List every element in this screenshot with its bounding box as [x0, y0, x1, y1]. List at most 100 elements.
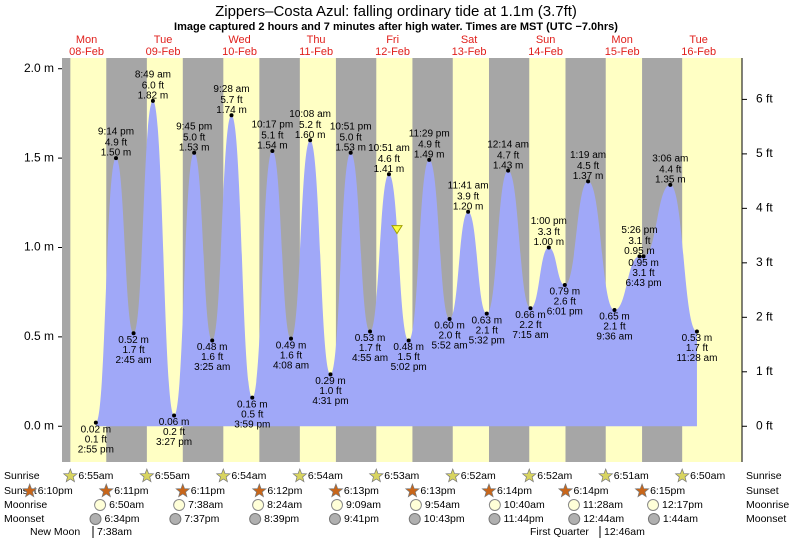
sunset-icon [98, 483, 114, 498]
tide-label: 3:59 pm [234, 419, 270, 430]
low-tide-dot [172, 413, 177, 418]
sunrise-time: 6:55am [78, 470, 113, 482]
tide-label: 0.95 m [624, 246, 655, 257]
sunrise-time: 6:52am [537, 470, 572, 482]
tide-label: 3.1 ft [632, 268, 654, 279]
high-tide-dot [308, 138, 313, 143]
moonset-icon [488, 513, 501, 525]
tide-label: 3.9 ft [457, 191, 479, 202]
y2-tick-label: 3 ft [756, 255, 773, 269]
tide-label: 0.2 ft [163, 427, 185, 438]
y-tick-label: 2.0 m [24, 61, 54, 75]
sunset-time: 6:12pm [267, 485, 302, 497]
high-tide-dot [637, 254, 642, 259]
tide-label: 4.9 ft [418, 140, 440, 151]
moonset-icon [89, 513, 102, 525]
high-tide-dot [386, 172, 391, 177]
moonrise-time: 12:17pm [662, 499, 703, 511]
row-label: Sunrise [4, 470, 40, 482]
tide-label: 11:29 pm [409, 129, 450, 140]
moon-phase: New Moon [30, 526, 80, 538]
tide-label: 0.02 m [81, 424, 112, 435]
tide-label: 1.37 m [573, 171, 604, 182]
tide-label: 4.5 ft [577, 161, 599, 172]
row-label: Moonset [746, 513, 786, 525]
sunset-time: 6:11pm [114, 485, 148, 497]
tide-label: 0.66 m [515, 310, 546, 321]
moonrise-icon [331, 499, 344, 511]
moonset-time: 1:44am [663, 513, 698, 525]
tide-label: 0.1 ft [85, 434, 107, 445]
sunrise-time: 6:55am [155, 470, 190, 482]
chart-subtitle: Image captured 2 hours and 7 minutes aft… [174, 21, 618, 33]
low-tide-dot [562, 283, 567, 288]
day-date: 11-Feb [299, 46, 333, 58]
tide-label: 1:19 am [570, 150, 606, 161]
sunset-time: 6:11pm [191, 485, 225, 497]
y-tick-label: 0.0 m [24, 418, 54, 432]
tide-label: 6.0 ft [142, 81, 164, 92]
day-date: 14-Feb [528, 46, 563, 58]
tide-label: 12:14 am [487, 139, 529, 150]
y-tick-label: 1.0 m [24, 240, 54, 254]
moonrise-icon [173, 499, 186, 511]
tide-label: 3:06 am [652, 154, 688, 165]
low-tide-dot [528, 306, 533, 311]
high-tide-dot [348, 150, 353, 155]
tide-label: 0.5 ft [241, 409, 263, 420]
tide-label: 0.49 m [276, 340, 307, 351]
moonset-icon [408, 513, 421, 525]
tide-label: 3:27 pm [156, 437, 192, 448]
low-tide-dot [328, 372, 333, 377]
tide-label: 8:49 am [135, 70, 171, 81]
tide-label: 1.41 m [374, 164, 405, 175]
tide-label: 2:45 am [116, 355, 152, 366]
low-tide-dot [93, 420, 98, 425]
row-label: Sunset [746, 485, 779, 497]
moonset-time: 12:44am [583, 513, 624, 525]
low-tide-dot [289, 336, 294, 341]
tide-label: 2.0 ft [438, 331, 460, 342]
y2-tick-label: 1 ft [756, 364, 773, 378]
day-name: Tue [689, 34, 708, 46]
day-name: Sun [536, 34, 556, 46]
day-date: 09-Feb [146, 46, 181, 58]
sunrise-icon [139, 468, 155, 483]
low-tide-dot [641, 254, 646, 259]
y2-tick-label: 0 ft [756, 418, 773, 432]
day-name: Mon [611, 34, 632, 46]
tide-label: 4.4 ft [659, 165, 681, 176]
tide-label: 5:52 am [431, 341, 467, 352]
tide-label: 1.43 m [493, 160, 524, 171]
tide-label: 1.6 ft [280, 350, 302, 361]
tide-label: 1.0 ft [319, 386, 341, 397]
tide-label: 2.1 ft [476, 325, 498, 336]
row-label: Moonset [4, 513, 44, 525]
tide-label: 2.1 ft [603, 322, 625, 333]
low-tide-dot [694, 329, 699, 334]
day-name: Mon [76, 34, 97, 46]
tide-label: 5.2 ft [299, 120, 321, 131]
tide-label: 0.95 m [628, 258, 659, 269]
current-tide-marker [391, 225, 403, 235]
high-tide-dot [270, 148, 275, 153]
tide-label: 7:15 am [512, 330, 548, 341]
high-tide-dot [427, 157, 432, 162]
moonrise-icon [409, 499, 422, 511]
tide-label: 11:41 am [448, 180, 489, 191]
tide-label: 6:01 pm [547, 307, 583, 318]
tide-label: 10:08 am [289, 109, 331, 120]
tide-label: 0.79 m [550, 287, 581, 298]
day-date: 08-Feb [69, 46, 104, 58]
tide-label: 0.48 m [197, 342, 228, 353]
moonrise-icon [647, 499, 660, 511]
moonrise-time: 9:54am [425, 499, 460, 511]
day-date: 12-Feb [375, 46, 410, 58]
moonset-time: 7:37pm [184, 513, 219, 525]
tide-label: 0.06 m [159, 417, 190, 428]
low-tide-dot [406, 338, 411, 343]
sunrise-icon [292, 468, 308, 483]
moonrise-icon [252, 499, 265, 511]
moonrise-time: 6:50am [109, 499, 144, 511]
